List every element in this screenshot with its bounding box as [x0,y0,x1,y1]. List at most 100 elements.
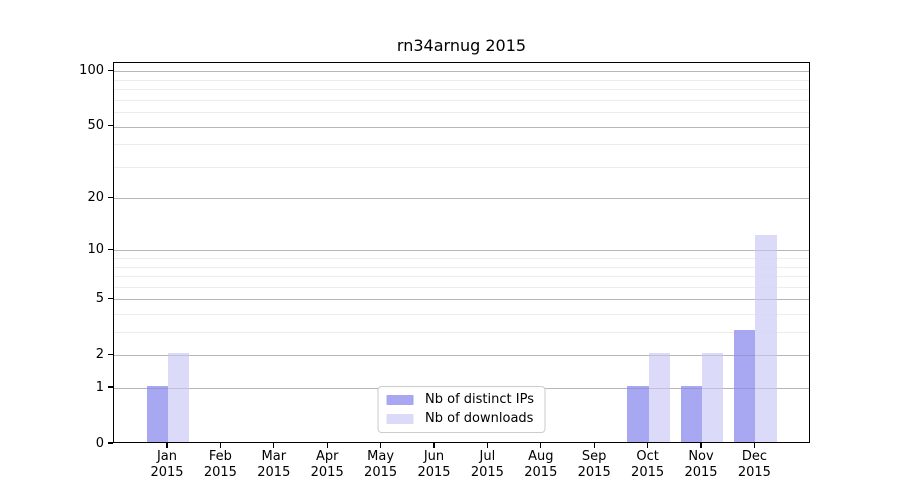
x-tick-month: Dec [741,449,767,464]
legend-swatch-distinct-ips [386,394,414,405]
x-tick-mark [700,443,702,448]
x-tick-mark [273,443,275,448]
gridline-minor [114,99,809,101]
y-tick-mark [108,442,113,444]
x-tick-mark [219,443,221,448]
legend-swatch-downloads [386,413,414,424]
bar-distinct-ips-Jan [146,386,168,442]
x-tick-month: Apr [315,449,339,464]
gridline-overlay [114,299,809,301]
x-tick-month: Feb [208,449,232,464]
gridline-minor [114,266,809,268]
x-tick-month: May [367,449,395,464]
x-tick-year: 2015 [577,465,611,480]
y-tick-label: 1 [95,379,104,395]
y-tick-label: 2 [95,346,104,362]
y-tick-mark [108,196,113,198]
x-tick-year: 2015 [203,465,237,480]
gridline-major [114,250,809,252]
x-tick-mark [433,443,435,448]
gridline-minor [114,332,809,334]
gridline-overlay [114,250,809,252]
y-tick-mark [108,386,113,388]
x-tick-year: 2015 [737,465,771,480]
x-tick-mark [486,443,488,448]
x-tick-year: 2015 [524,465,558,480]
x-tick-mark [753,443,755,448]
x-tick-label-Feb: Feb 2015 [190,449,250,481]
gridline-minor [114,276,809,278]
x-tick-year: 2015 [310,465,344,480]
gridline-minor [114,79,809,81]
x-tick-label-Aug: Aug 2015 [511,449,571,481]
bar-downloads-Jan [168,353,190,442]
gridline-minor [114,144,809,146]
plot-area: Nb of distinct IPs Nb of downloads [113,62,810,443]
x-tick-label-Jun: Jun 2015 [404,449,464,481]
gridline-minor [114,258,809,260]
x-tick-label-Jul: Jul 2015 [457,449,517,481]
gridline-minor [114,286,809,288]
x-tick-label-Oct: Oct 2015 [618,449,678,481]
x-tick-month: Aug [528,449,554,464]
x-tick-month: Jul [479,449,496,464]
x-tick-month: Jun [423,449,445,464]
y-tick-label: 20 [87,189,104,205]
y-tick-label: 50 [87,118,104,133]
bar-distinct-ips-Oct [627,386,649,442]
legend-item-downloads: Nb of downloads [386,411,534,426]
x-tick-month: Sep [581,449,607,464]
x-tick-month: Jan [156,449,178,464]
x-tick-mark [647,443,649,448]
legend-label-downloads: Nb of downloads [425,411,534,426]
x-tick-label-Nov: Nov 2015 [671,449,731,481]
gridline-major [114,198,809,200]
x-tick-year: 2015 [684,465,718,480]
gridline-minor [114,112,809,114]
x-tick-year: 2015 [470,465,504,480]
y-tick-mark [108,248,113,250]
bar-downloads-Dec [755,234,777,442]
x-tick-mark [166,443,168,448]
gridline-overlay [114,71,809,73]
x-tick-label-Sep: Sep 2015 [564,449,624,481]
x-tick-month: Nov [688,449,714,464]
gridline-major [114,355,809,357]
y-tick-mark [108,297,113,299]
gridline-major [114,126,809,128]
gridline-major [114,71,809,73]
x-tick-mark [540,443,542,448]
y-tick-label: 0 [95,435,104,451]
x-tick-label-Apr: Apr 2015 [297,449,357,481]
x-tick-year: 2015 [150,465,184,480]
x-tick-month: Oct [636,449,659,464]
y-tick-label: 5 [95,290,104,306]
gridline-minor [114,166,809,168]
y-tick-mark [108,124,113,127]
x-tick-year: 2015 [364,465,398,480]
y-tick-mark [108,353,113,355]
x-tick-year: 2015 [257,465,291,480]
x-tick-label-Dec: Dec 2015 [724,449,784,481]
x-tick-mark [593,443,595,448]
legend-label-distinct-ips: Nb of distinct IPs [425,392,534,407]
gridline-overlay [114,126,809,128]
bar-downloads-Oct [648,353,670,442]
y-tick-label: 100 [79,62,104,78]
y-tick-mark [108,69,113,71]
gridline-overlay [114,355,809,357]
gridline-overlay [114,198,809,200]
legend: Nb of distinct IPs Nb of downloads [377,386,546,433]
legend-item-distinct-ips: Nb of distinct IPs [386,392,534,407]
x-tick-mark [380,443,382,448]
x-tick-mark [326,443,328,448]
y-tick-label: 10 [87,241,104,257]
bar-distinct-ips-Nov [680,386,702,442]
gridline-minor [114,89,809,91]
bar-distinct-ips-Dec [734,330,756,442]
x-tick-month: Mar [261,449,287,464]
x-tick-year: 2015 [631,465,665,480]
bar-downloads-Nov [702,353,724,442]
x-tick-label-May: May 2015 [351,449,411,481]
gridline-minor [114,314,809,315]
